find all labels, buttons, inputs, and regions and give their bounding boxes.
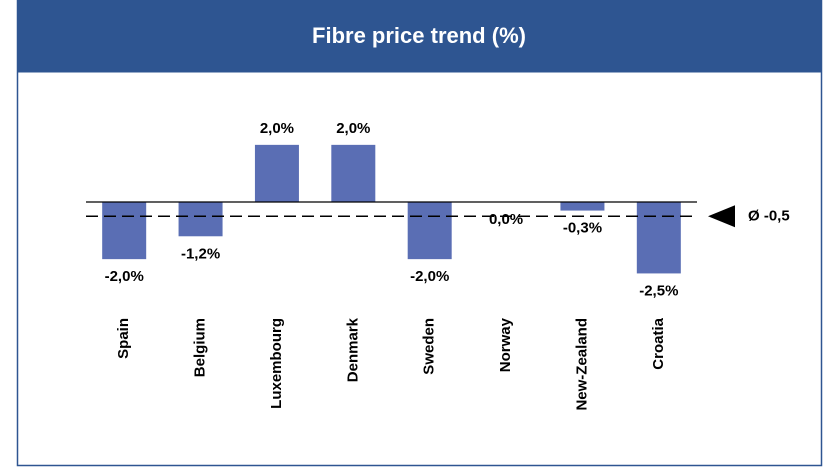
- x-tick-label: New-Zealand: [573, 318, 590, 411]
- x-tick-label: Croatia: [650, 317, 667, 369]
- chart-title: Fibre price trend (%): [312, 23, 526, 48]
- data-label: -2,5%: [639, 282, 678, 299]
- data-label: -2,0%: [410, 268, 449, 285]
- x-tick-label: Luxembourg: [268, 318, 285, 409]
- x-tick-label: Denmark: [344, 317, 361, 382]
- average-label: Ø -0,5: [748, 207, 790, 224]
- x-tick-label: Sweden: [421, 318, 438, 375]
- data-label: 2,0%: [336, 120, 370, 137]
- bar: [254, 144, 299, 202]
- bar: [102, 202, 147, 260]
- data-label: -0,3%: [563, 220, 602, 237]
- data-label: -1,2%: [181, 245, 220, 262]
- bar: [560, 202, 605, 211]
- data-label: 0,0%: [489, 211, 523, 228]
- average-marker: [708, 205, 735, 228]
- data-label: -2,0%: [105, 268, 144, 285]
- bar: [331, 144, 376, 202]
- title-bar: [17, 0, 822, 73]
- data-label: 2,0%: [260, 120, 294, 137]
- bar: [636, 202, 681, 274]
- x-tick-label: Spain: [115, 318, 132, 359]
- x-tick-label: Norway: [497, 317, 514, 372]
- x-tick-label: Belgium: [192, 318, 209, 377]
- bar: [178, 202, 223, 237]
- bar: [407, 202, 452, 260]
